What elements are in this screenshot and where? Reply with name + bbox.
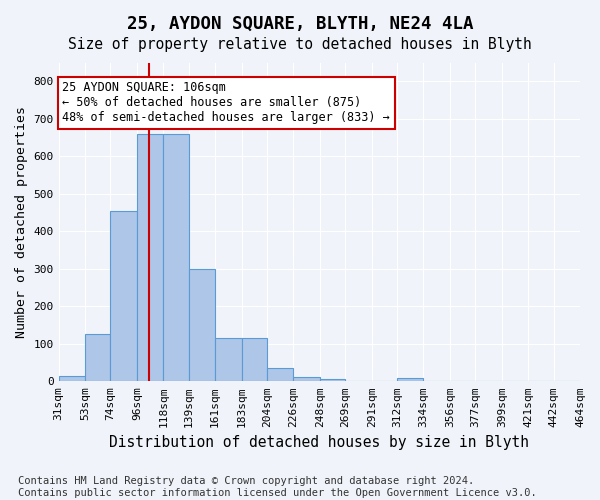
Bar <box>85 334 110 382</box>
Bar <box>397 378 424 382</box>
Bar <box>110 210 137 382</box>
Text: 25 AYDON SQUARE: 106sqm
← 50% of detached houses are smaller (875)
48% of semi-d: 25 AYDON SQUARE: 106sqm ← 50% of detache… <box>62 82 390 124</box>
Bar <box>267 368 293 382</box>
Bar <box>163 134 188 382</box>
Bar <box>320 380 345 382</box>
Bar <box>137 134 163 382</box>
Text: Contains HM Land Registry data © Crown copyright and database right 2024.
Contai: Contains HM Land Registry data © Crown c… <box>18 476 537 498</box>
Text: 25, AYDON SQUARE, BLYTH, NE24 4LA: 25, AYDON SQUARE, BLYTH, NE24 4LA <box>127 15 473 33</box>
Bar <box>293 377 320 382</box>
Bar <box>59 376 85 382</box>
X-axis label: Distribution of detached houses by size in Blyth: Distribution of detached houses by size … <box>109 435 529 450</box>
Text: Size of property relative to detached houses in Blyth: Size of property relative to detached ho… <box>68 38 532 52</box>
Bar <box>215 338 242 382</box>
Bar <box>242 338 267 382</box>
Y-axis label: Number of detached properties: Number of detached properties <box>15 106 28 338</box>
Bar <box>188 269 215 382</box>
